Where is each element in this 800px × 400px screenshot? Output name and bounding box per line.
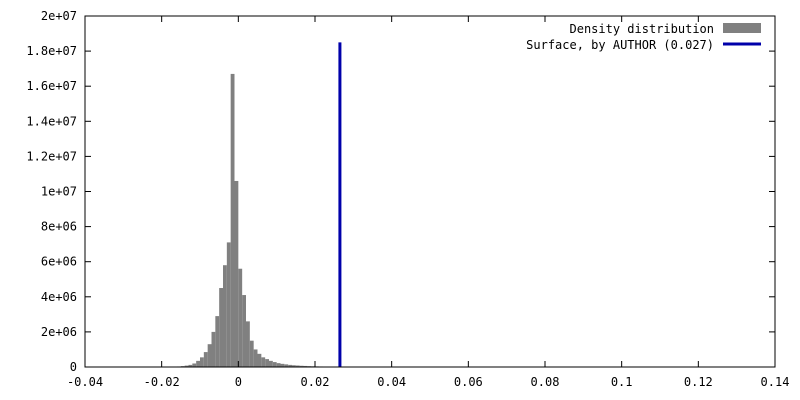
x-tick-marks <box>84 16 776 367</box>
x-tick-label: 0.04 <box>377 375 406 389</box>
histogram-bar <box>184 365 189 367</box>
y-tick-label: 1.4e+07 <box>26 114 77 128</box>
histogram-bar <box>200 357 204 367</box>
x-tick-label: 0.06 <box>454 375 483 389</box>
histogram-bar <box>288 364 292 367</box>
histogram-bar <box>219 288 223 367</box>
y-tick-label: 8e+06 <box>41 220 77 234</box>
histogram-bar <box>299 365 304 367</box>
histogram-bar <box>230 73 235 367</box>
y-tick-marks <box>85 15 775 368</box>
y-tick-label: 1.2e+07 <box>26 149 77 163</box>
y-tick-label: 2e+06 <box>41 325 77 339</box>
plot-frame <box>84 15 776 368</box>
y-tick-labels: 0 2e+06 4e+06 6e+06 8e+06 1e+07 1.2e+07 1.4e+07… <box>26 9 77 374</box>
histogram-bar <box>276 363 281 367</box>
histogram-bar <box>261 357 266 367</box>
y-tick-label: 0 <box>70 360 77 374</box>
x-tick-label: -0.02 <box>144 375 180 389</box>
x-tick-label: 0.08 <box>531 375 560 389</box>
histogram-bars <box>177 73 354 367</box>
histogram-bar <box>188 364 193 367</box>
histogram-bar <box>207 344 212 367</box>
histogram-bar <box>257 353 262 367</box>
legend-swatch-density <box>723 23 761 33</box>
histogram-bar <box>253 349 258 367</box>
histogram-bar <box>303 365 308 367</box>
legend-label-surface: Surface, by AUTHOR (0.027) <box>526 38 714 52</box>
histogram-bar <box>215 316 220 367</box>
histogram-bar <box>226 242 231 367</box>
histogram-bar <box>203 352 208 367</box>
histogram-bar <box>246 321 250 367</box>
x-tick-label: 0.1 <box>611 375 633 389</box>
histogram-bar <box>211 331 216 367</box>
x-tick-label: 0 <box>235 375 242 389</box>
histogram-bar <box>292 365 296 367</box>
histogram-bar <box>280 363 285 367</box>
histogram-bar <box>249 340 254 367</box>
x-tick-label: 0.02 <box>301 375 330 389</box>
histogram-bar <box>223 265 227 367</box>
y-tick-label: 6e+06 <box>41 255 77 269</box>
histogram-bar <box>295 365 300 367</box>
y-tick-label: 1.8e+07 <box>26 44 77 58</box>
histogram-bar <box>192 363 197 367</box>
x-tick-label: 0.14 <box>761 375 790 389</box>
histogram-bar <box>238 268 243 367</box>
legend-label-density: Density distribution <box>570 22 715 36</box>
histogram-bar <box>284 364 289 367</box>
histogram-bar <box>242 295 246 367</box>
y-tick-label: 4e+06 <box>41 290 77 304</box>
x-tick-label: -0.04 <box>67 375 103 389</box>
x-tick-label: 0.12 <box>684 375 713 389</box>
histogram-bar <box>272 362 277 367</box>
y-tick-label: 1e+07 <box>41 185 77 199</box>
histogram-bar <box>196 360 200 367</box>
x-tick-labels: -0.04 -0.02 0 0.02 0.04 0.06 0.08 0.1 0.12 0.14 <box>67 375 790 389</box>
histogram-bar <box>269 360 273 367</box>
y-tick-label: 2e+07 <box>41 9 77 23</box>
y-tick-label: 1.6e+07 <box>26 79 77 93</box>
histogram-bar <box>265 359 269 367</box>
legend: Density distribution Surface, by AUTHOR … <box>526 22 761 52</box>
histogram-bar <box>234 180 239 367</box>
